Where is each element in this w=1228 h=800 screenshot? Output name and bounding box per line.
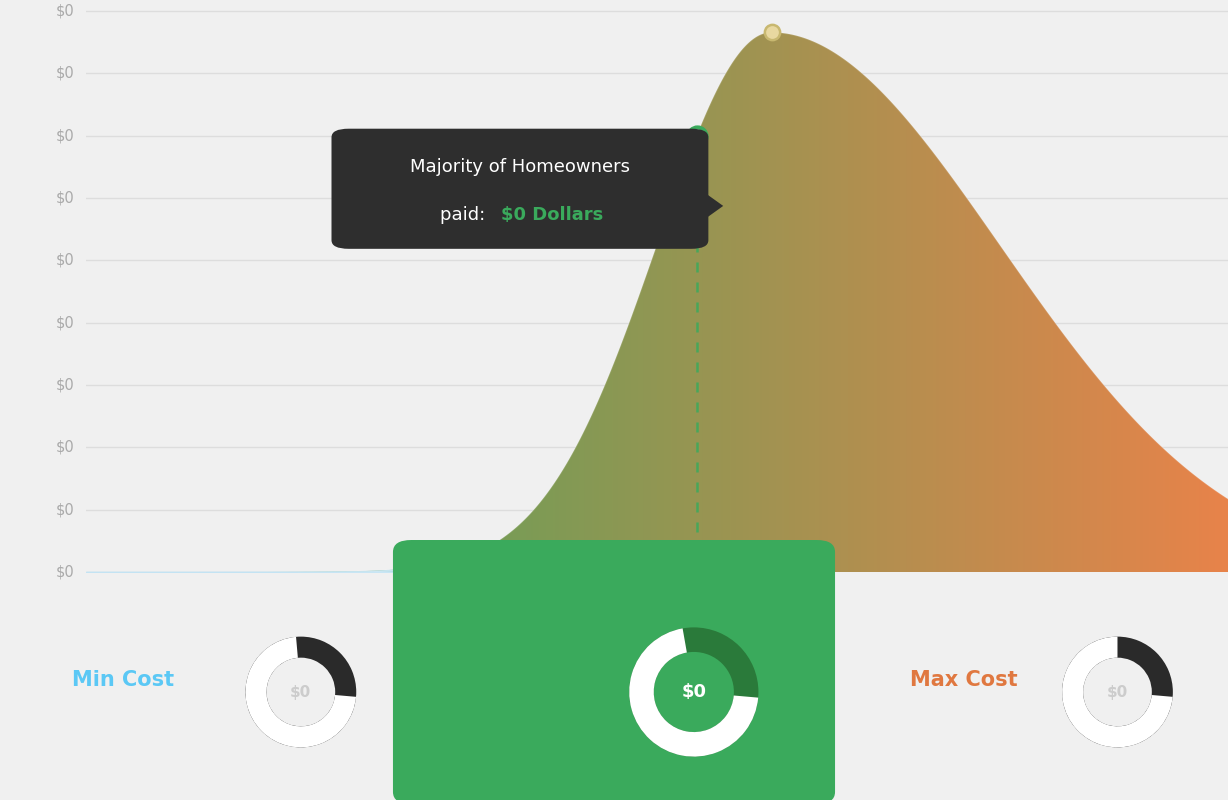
Text: paid:: paid: <box>440 206 491 223</box>
Wedge shape <box>629 628 758 757</box>
Polygon shape <box>86 32 1228 572</box>
Text: $0: $0 <box>55 315 75 330</box>
Text: $0: $0 <box>682 683 706 701</box>
Wedge shape <box>629 627 759 757</box>
Wedge shape <box>1062 637 1173 747</box>
Wedge shape <box>246 637 356 747</box>
Text: $0: $0 <box>55 378 75 393</box>
Text: Majority of Homeowners: Majority of Homeowners <box>410 158 630 176</box>
Text: $0 Dollars: $0 Dollars <box>501 206 603 223</box>
Text: $0: $0 <box>55 565 75 579</box>
Text: $0: $0 <box>55 253 75 268</box>
Text: $0: $0 <box>1106 685 1129 699</box>
FancyBboxPatch shape <box>332 129 709 249</box>
Text: $0: $0 <box>290 685 312 699</box>
Wedge shape <box>1062 637 1173 747</box>
Text: $0: $0 <box>55 502 75 517</box>
Text: Max Cost: Max Cost <box>910 670 1018 690</box>
Text: Min Cost: Min Cost <box>71 670 174 690</box>
Text: $0: $0 <box>55 128 75 143</box>
Text: $0: $0 <box>55 66 75 81</box>
Text: $0: $0 <box>55 440 75 454</box>
Text: $0: $0 <box>55 190 75 206</box>
Wedge shape <box>246 637 356 747</box>
Text: $0: $0 <box>55 3 75 18</box>
Text: Avg Cost: Avg Cost <box>451 664 569 688</box>
Polygon shape <box>691 183 723 229</box>
